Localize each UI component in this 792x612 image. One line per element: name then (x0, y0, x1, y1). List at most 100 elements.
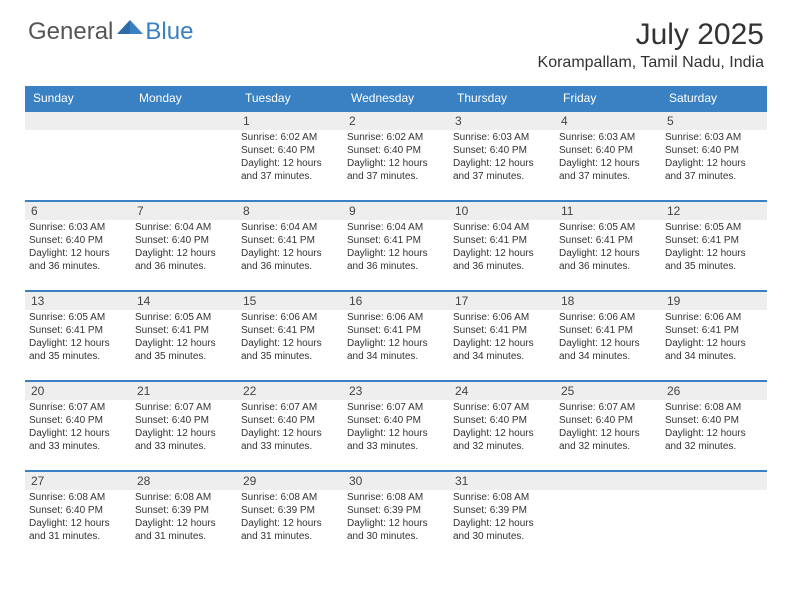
location-text: Korampallam, Tamil Nadu, India (538, 54, 764, 72)
sunrise-line: Sunrise: 6:07 AM (453, 401, 551, 414)
day-details: Sunrise: 6:06 AMSunset: 6:41 PMDaylight:… (661, 310, 767, 367)
sunset-line: Sunset: 6:40 PM (453, 144, 551, 157)
week-row: 20Sunrise: 6:07 AMSunset: 6:40 PMDayligh… (25, 380, 767, 470)
day-cell: 10Sunrise: 6:04 AMSunset: 6:41 PMDayligh… (449, 202, 555, 290)
day-cell: 17Sunrise: 6:06 AMSunset: 6:41 PMDayligh… (449, 292, 555, 380)
day-cell: 18Sunrise: 6:06 AMSunset: 6:41 PMDayligh… (555, 292, 661, 380)
day-number: 19 (661, 292, 767, 310)
daylight-line: Daylight: 12 hours and 36 minutes. (347, 247, 445, 273)
day-cell: 22Sunrise: 6:07 AMSunset: 6:40 PMDayligh… (237, 382, 343, 470)
day-cell: 20Sunrise: 6:07 AMSunset: 6:40 PMDayligh… (25, 382, 131, 470)
title-block: July 2025 Korampallam, Tamil Nadu, India (538, 18, 764, 72)
sunset-line: Sunset: 6:40 PM (241, 144, 339, 157)
daylight-line: Daylight: 12 hours and 31 minutes. (135, 517, 233, 543)
sunrise-line: Sunrise: 6:02 AM (241, 131, 339, 144)
day-details: Sunrise: 6:07 AMSunset: 6:40 PMDaylight:… (449, 400, 555, 457)
sunrise-line: Sunrise: 6:08 AM (347, 491, 445, 504)
day-details: Sunrise: 6:06 AMSunset: 6:41 PMDaylight:… (449, 310, 555, 367)
month-title: July 2025 (538, 18, 764, 52)
day-number: 12 (661, 202, 767, 220)
day-cell: 14Sunrise: 6:05 AMSunset: 6:41 PMDayligh… (131, 292, 237, 380)
day-details: Sunrise: 6:04 AMSunset: 6:40 PMDaylight:… (131, 220, 237, 277)
day-details: Sunrise: 6:05 AMSunset: 6:41 PMDaylight:… (555, 220, 661, 277)
daylight-line: Daylight: 12 hours and 37 minutes. (559, 157, 657, 183)
day-cell: 1Sunrise: 6:02 AMSunset: 6:40 PMDaylight… (237, 112, 343, 200)
day-details: Sunrise: 6:08 AMSunset: 6:40 PMDaylight:… (25, 490, 131, 547)
sunset-line: Sunset: 6:41 PM (665, 324, 763, 337)
daylight-line: Daylight: 12 hours and 33 minutes. (135, 427, 233, 453)
week-row: 6Sunrise: 6:03 AMSunset: 6:40 PMDaylight… (25, 200, 767, 290)
day-details: Sunrise: 6:03 AMSunset: 6:40 PMDaylight:… (25, 220, 131, 277)
day-details: Sunrise: 6:07 AMSunset: 6:40 PMDaylight:… (25, 400, 131, 457)
day-details: Sunrise: 6:08 AMSunset: 6:39 PMDaylight:… (343, 490, 449, 547)
day-details: Sunrise: 6:08 AMSunset: 6:40 PMDaylight:… (661, 400, 767, 457)
sunset-line: Sunset: 6:40 PM (29, 504, 127, 517)
day-cell (661, 472, 767, 560)
day-details: Sunrise: 6:06 AMSunset: 6:41 PMDaylight:… (343, 310, 449, 367)
sunset-line: Sunset: 6:40 PM (453, 414, 551, 427)
sunset-line: Sunset: 6:41 PM (559, 324, 657, 337)
week-row: 27Sunrise: 6:08 AMSunset: 6:40 PMDayligh… (25, 470, 767, 560)
day-details: Sunrise: 6:02 AMSunset: 6:40 PMDaylight:… (343, 130, 449, 187)
day-cell: 7Sunrise: 6:04 AMSunset: 6:40 PMDaylight… (131, 202, 237, 290)
day-cell: 25Sunrise: 6:07 AMSunset: 6:40 PMDayligh… (555, 382, 661, 470)
day-number: 3 (449, 112, 555, 130)
day-details: Sunrise: 6:05 AMSunset: 6:41 PMDaylight:… (25, 310, 131, 367)
day-number: 9 (343, 202, 449, 220)
daylight-line: Daylight: 12 hours and 34 minutes. (559, 337, 657, 363)
sunrise-line: Sunrise: 6:08 AM (241, 491, 339, 504)
sunset-line: Sunset: 6:41 PM (665, 234, 763, 247)
sunset-line: Sunset: 6:40 PM (665, 144, 763, 157)
day-number: 22 (237, 382, 343, 400)
sunrise-line: Sunrise: 6:06 AM (241, 311, 339, 324)
sunrise-line: Sunrise: 6:07 AM (29, 401, 127, 414)
daylight-line: Daylight: 12 hours and 31 minutes. (29, 517, 127, 543)
day-cell: 2Sunrise: 6:02 AMSunset: 6:40 PMDaylight… (343, 112, 449, 200)
day-number: 8 (237, 202, 343, 220)
calendar: SundayMondayTuesdayWednesdayThursdayFrid… (25, 86, 767, 560)
day-cell: 16Sunrise: 6:06 AMSunset: 6:41 PMDayligh… (343, 292, 449, 380)
sunrise-line: Sunrise: 6:05 AM (135, 311, 233, 324)
daylight-line: Daylight: 12 hours and 37 minutes. (241, 157, 339, 183)
day-cell: 29Sunrise: 6:08 AMSunset: 6:39 PMDayligh… (237, 472, 343, 560)
day-number: 5 (661, 112, 767, 130)
day-cell: 12Sunrise: 6:05 AMSunset: 6:41 PMDayligh… (661, 202, 767, 290)
day-details: Sunrise: 6:08 AMSunset: 6:39 PMDaylight:… (131, 490, 237, 547)
day-details: Sunrise: 6:07 AMSunset: 6:40 PMDaylight:… (131, 400, 237, 457)
day-header: Tuesday (237, 86, 343, 110)
day-details: Sunrise: 6:05 AMSunset: 6:41 PMDaylight:… (131, 310, 237, 367)
day-cell: 30Sunrise: 6:08 AMSunset: 6:39 PMDayligh… (343, 472, 449, 560)
day-number-empty (131, 112, 237, 130)
day-header: Wednesday (343, 86, 449, 110)
daylight-line: Daylight: 12 hours and 30 minutes. (453, 517, 551, 543)
sunset-line: Sunset: 6:39 PM (453, 504, 551, 517)
day-number: 15 (237, 292, 343, 310)
sunset-line: Sunset: 6:41 PM (453, 234, 551, 247)
sunrise-line: Sunrise: 6:07 AM (241, 401, 339, 414)
day-details: Sunrise: 6:08 AMSunset: 6:39 PMDaylight:… (237, 490, 343, 547)
sunrise-line: Sunrise: 6:08 AM (29, 491, 127, 504)
daylight-line: Daylight: 12 hours and 37 minutes. (453, 157, 551, 183)
daylight-line: Daylight: 12 hours and 32 minutes. (453, 427, 551, 453)
day-details: Sunrise: 6:04 AMSunset: 6:41 PMDaylight:… (449, 220, 555, 277)
logo: General Blue (28, 18, 193, 46)
sunrise-line: Sunrise: 6:03 AM (665, 131, 763, 144)
daylight-line: Daylight: 12 hours and 32 minutes. (665, 427, 763, 453)
day-number: 31 (449, 472, 555, 490)
sunset-line: Sunset: 6:39 PM (135, 504, 233, 517)
day-details: Sunrise: 6:02 AMSunset: 6:40 PMDaylight:… (237, 130, 343, 187)
sunrise-line: Sunrise: 6:08 AM (665, 401, 763, 414)
sunrise-line: Sunrise: 6:07 AM (347, 401, 445, 414)
sunrise-line: Sunrise: 6:03 AM (559, 131, 657, 144)
weeks-container: 1Sunrise: 6:02 AMSunset: 6:40 PMDaylight… (25, 110, 767, 560)
sunrise-line: Sunrise: 6:04 AM (347, 221, 445, 234)
daylight-line: Daylight: 12 hours and 30 minutes. (347, 517, 445, 543)
sunset-line: Sunset: 6:41 PM (347, 234, 445, 247)
day-cell: 28Sunrise: 6:08 AMSunset: 6:39 PMDayligh… (131, 472, 237, 560)
day-number: 21 (131, 382, 237, 400)
daylight-line: Daylight: 12 hours and 33 minutes. (241, 427, 339, 453)
daylight-line: Daylight: 12 hours and 36 minutes. (135, 247, 233, 273)
sunset-line: Sunset: 6:40 PM (347, 414, 445, 427)
sunset-line: Sunset: 6:40 PM (135, 414, 233, 427)
day-details: Sunrise: 6:03 AMSunset: 6:40 PMDaylight:… (449, 130, 555, 187)
